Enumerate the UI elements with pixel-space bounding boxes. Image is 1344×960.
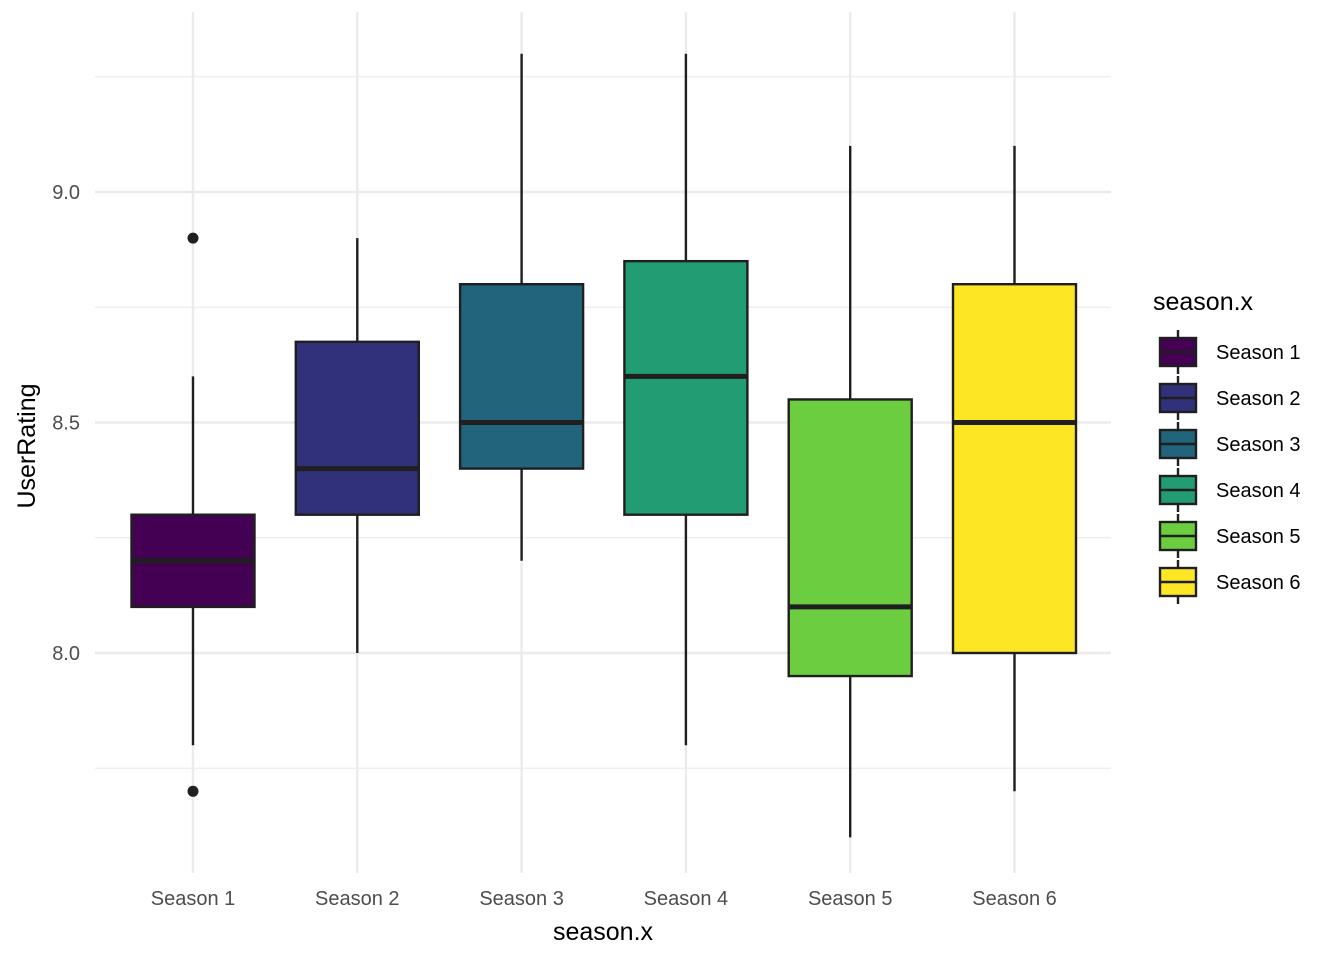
box-6 [951,145,1078,792]
legend-label: Season 3 [1216,434,1301,456]
y-tick-label: 8.5 [52,413,80,435]
outlier-point [187,785,199,797]
x-tick-label: Season 1 [151,888,236,910]
legend-label: Season 4 [1216,480,1301,502]
box-body [623,259,749,516]
box-3 [458,53,585,561]
x-tick-label: Season 4 [644,888,729,910]
legend-item: Season 4 [1158,468,1301,512]
boxes-layer [130,53,1078,838]
x-axis-ticks: Season 1 Season 2 Season 3 Season 4 Season 5… [151,888,1057,910]
x-tick-label: Season 5 [808,888,893,910]
y-tick-label: 9.0 [52,182,80,204]
legend-label: Season 5 [1216,526,1301,548]
legend-label: Season 2 [1216,388,1301,410]
x-tick-label: Season 3 [479,888,564,910]
x-tick-label: Season 2 [315,888,400,910]
y-tick-label: 8.0 [52,643,80,665]
y-axis-ticks: 8.0 8.5 9.0 [52,182,80,665]
x-tick-label: Season 6 [972,888,1057,910]
box-body [458,283,585,470]
legend-item: Season 2 [1158,376,1301,420]
box-body [951,283,1078,655]
outlier-point [187,232,199,244]
x-axis-title: season.x [553,918,654,946]
legend-item: Season 5 [1158,514,1301,558]
legend-label: Season 1 [1216,342,1301,364]
box-body [787,398,913,678]
y-axis-title: UserRating [13,383,41,508]
box-4 [623,53,749,746]
legend-label: Season 6 [1216,572,1301,594]
box-1 [130,232,256,797]
legend-items: Season 1 Season 2 Season 3 Season 4 Season 5… [1158,330,1301,604]
box-5 [787,145,913,838]
legend-item: Season 6 [1158,560,1301,604]
box-body [294,340,420,516]
legend-title: season.x [1153,288,1254,316]
legend-item: Season 1 [1158,330,1301,374]
legend-item: Season 3 [1158,422,1301,466]
box-2 [294,238,420,653]
